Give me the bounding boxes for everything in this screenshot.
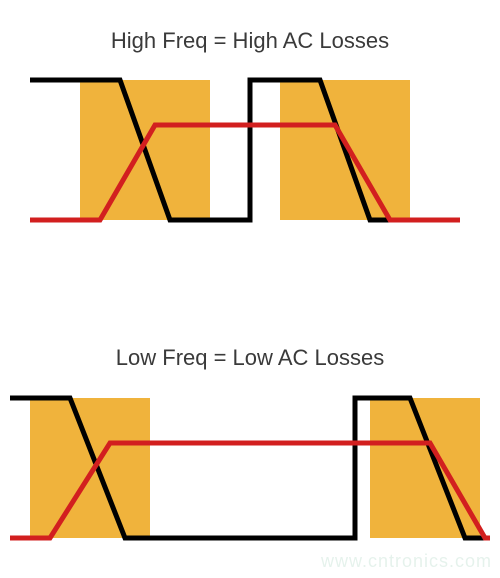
switching-loss-region bbox=[370, 398, 480, 538]
title-high-freq: High Freq = High AC Losses bbox=[0, 28, 500, 54]
title-low-freq: Low Freq = Low AC Losses bbox=[0, 345, 500, 371]
diagram-high-freq bbox=[0, 60, 500, 260]
switching-loss-region bbox=[30, 398, 150, 538]
diagram-low-freq bbox=[0, 378, 500, 578]
